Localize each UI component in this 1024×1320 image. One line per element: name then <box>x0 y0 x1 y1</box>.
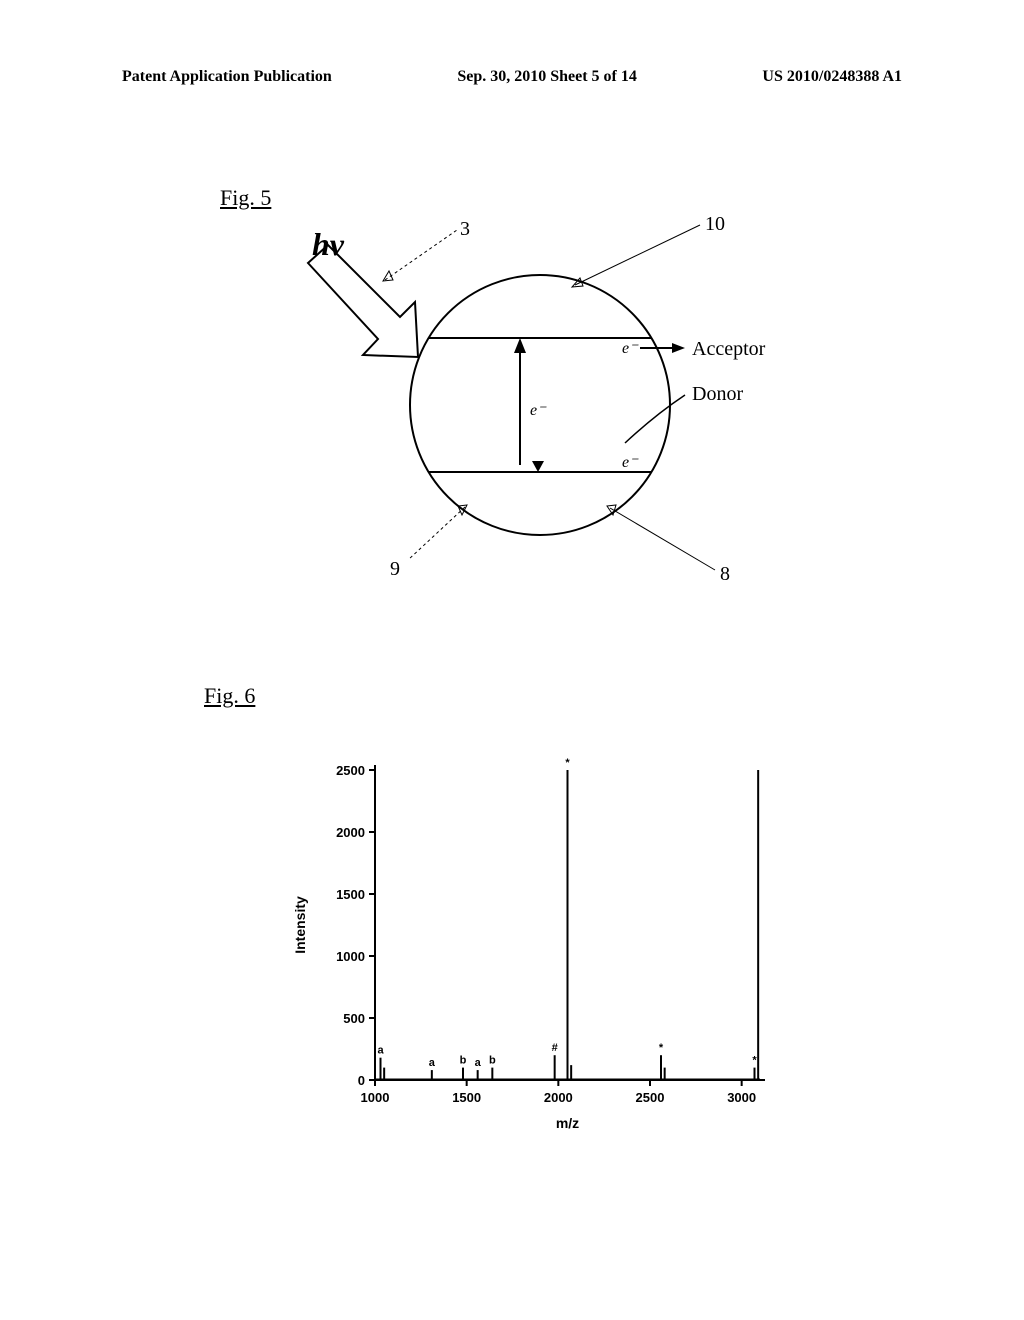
svg-text:#: # <box>552 1042 558 1054</box>
svg-text:3000: 3000 <box>727 1090 756 1105</box>
svg-text:1000: 1000 <box>336 949 365 964</box>
electron-donor-label: e⁻ <box>622 454 639 471</box>
ref10-text: 10 <box>705 215 725 235</box>
fig6-svg: 0 500 1000 1500 2000 2500 1000 1500 2000 2500 3000… <box>280 740 780 1160</box>
svg-text:a: a <box>475 1057 482 1069</box>
svg-text:a: a <box>429 1057 436 1069</box>
svg-text:m/z: m/z <box>556 1115 579 1131</box>
svg-text:2500: 2500 <box>636 1090 665 1105</box>
header-center: Sep. 30, 2010 Sheet 5 of 14 <box>457 68 637 86</box>
electron-center-label: e⁻ <box>530 402 547 419</box>
fig5-label: Fig. 5 <box>220 185 271 211</box>
svg-text:500: 500 <box>343 1011 365 1026</box>
ref9-leader <box>408 507 465 560</box>
ref3-leader <box>385 230 457 280</box>
svg-text:a: a <box>377 1045 384 1057</box>
ref8-text: 8 <box>720 563 730 585</box>
fig6-chart: 0 500 1000 1500 2000 2500 1000 1500 2000 2500 3000… <box>280 740 780 1160</box>
fig6-label: Fig. 6 <box>204 683 255 709</box>
electron-up-arrowhead <box>514 338 526 353</box>
ref3-text: 3 <box>460 218 470 240</box>
svg-text:b: b <box>489 1055 496 1067</box>
acceptor-text: Acceptor <box>692 338 766 360</box>
fig5-diagram: e⁻ e⁻ e⁻ Acceptor Donor hν 3 10 9 <box>260 215 820 595</box>
svg-text:1000: 1000 <box>361 1090 390 1105</box>
svg-text:1500: 1500 <box>336 887 365 902</box>
donor-leader <box>625 395 685 443</box>
svg-text:2500: 2500 <box>336 763 365 778</box>
header-right: US 2010/0248388 A1 <box>762 68 902 86</box>
ref8-arrowhead <box>607 505 616 515</box>
ref8-leader <box>610 508 715 570</box>
svg-text:1500: 1500 <box>452 1090 481 1105</box>
fig5-svg: e⁻ e⁻ e⁻ Acceptor Donor hν 3 10 9 <box>260 215 820 595</box>
electron-acceptor-label: e⁻ <box>622 340 639 357</box>
svg-text:Intensity: Intensity <box>292 896 308 954</box>
donor-down-triangle <box>532 461 544 472</box>
svg-text:0: 0 <box>358 1073 365 1088</box>
svg-text:*: * <box>752 1055 757 1067</box>
ref3-arrowhead <box>383 271 393 281</box>
svg-text:b: b <box>460 1055 467 1067</box>
header-left: Patent Application Publication <box>122 68 332 86</box>
svg-text:*: * <box>565 757 570 769</box>
svg-text:*: * <box>659 1042 664 1054</box>
page-header: Patent Application Publication Sep. 30, … <box>0 68 1024 86</box>
ref9-text: 9 <box>390 558 400 580</box>
svg-text:2000: 2000 <box>544 1090 573 1105</box>
svg-text:2000: 2000 <box>336 825 365 840</box>
hv-text: hν <box>312 226 345 262</box>
acceptor-arrowhead <box>672 343 685 353</box>
ref10-leader <box>575 225 700 285</box>
donor-text: Donor <box>692 383 743 405</box>
